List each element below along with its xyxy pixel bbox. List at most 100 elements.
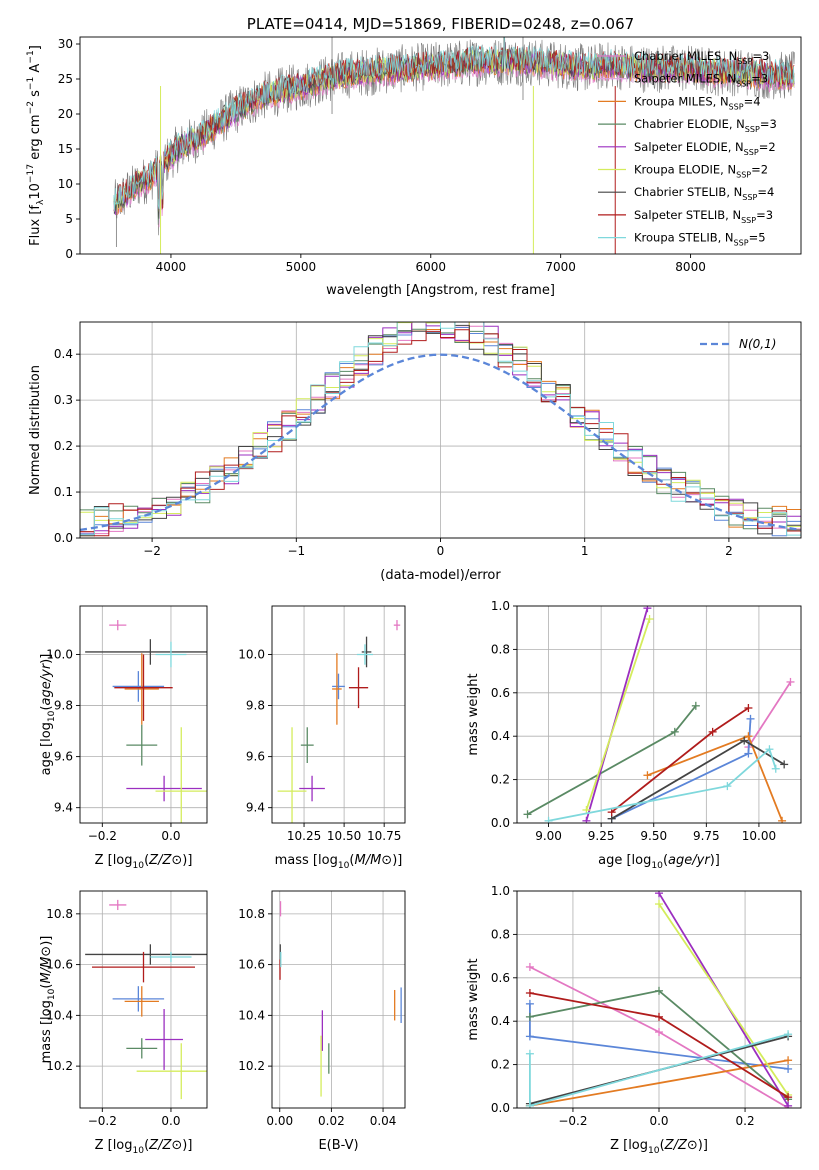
y-tick-label: 10: [58, 177, 73, 191]
y-tick-label: 0.1: [54, 485, 73, 499]
y-tick-label: 0.8: [491, 642, 510, 656]
mass-vs-ebv-axes: 0.00 0.02 0.04 10.2 10.4 10.6 10.8 E(B-V): [238, 890, 406, 1153]
axes-frame: [79, 605, 208, 824]
y-axis-label: Flux [fλ10−17 erg cm−2 s−1 A−1]: [26, 45, 46, 246]
x-axis-label: age [log10(age/yr)]: [598, 853, 720, 871]
axes-frame: [271, 890, 406, 1109]
x-axis-label: Z [log10(Z/Z⊙)]: [95, 1138, 193, 1156]
errorbar-point: [361, 636, 372, 668]
axes-frame: [516, 605, 802, 824]
errorbar-point: [155, 727, 207, 823]
legend-label: Kroupa ELODIE, NSSP=2: [634, 163, 768, 180]
y-tick-label: 0.0: [54, 531, 73, 545]
weight-series: [643, 732, 787, 823]
weight-series: [544, 745, 780, 823]
weight-line: [548, 747, 777, 822]
x-tick-label: 1: [581, 544, 589, 558]
gaussian-curve: [80, 353, 801, 532]
y-tick-label: 0.2: [491, 1058, 510, 1072]
y-tick-label: 10.4: [238, 1008, 265, 1022]
errorbar-point: [124, 653, 159, 725]
y-axis-label: Normed distribution: [28, 365, 43, 495]
x-tick-label: 9.25: [588, 829, 615, 843]
errorbar-point: [112, 671, 165, 702]
legend-label: Kroupa STELIB, NSSP=5: [634, 231, 766, 248]
residuals-plot-area: [80, 322, 801, 538]
y-tick-label: 9.8: [54, 699, 73, 713]
mass-weight-vs-age-plot-area: [523, 606, 795, 823]
weight-series: [607, 703, 753, 817]
legend-label: Chabrier MILES, NSSP=3: [634, 49, 769, 66]
age-vs-mass-plot-area: [277, 620, 401, 823]
x-tick-label: 9.50: [640, 829, 667, 843]
y-tick-label: 0.0: [491, 1101, 510, 1115]
mass-vs-Z-axes: −0.2 0.0 10.2 10.4 10.6 10.8 Z [log10(Z/Z⊙)] ma…: [39, 890, 208, 1156]
weight-series: [744, 677, 795, 752]
x-axis-label: mass [log10(M/M⊙)]: [275, 853, 403, 871]
legend-label: Chabrier STELIB, NSSP=4: [634, 185, 774, 202]
errorbar-point: [356, 644, 373, 665]
x-tick-label: 10.25: [287, 829, 321, 843]
y-tick-label: 0.0: [491, 816, 510, 830]
x-tick-label: −0.2: [88, 829, 117, 843]
y-tick-label: 10.6: [238, 958, 265, 972]
x-tick-label: 6000: [415, 260, 446, 274]
legend: N(0,1): [700, 337, 776, 351]
legend-label: Salpeter MILES, NSSP=3: [634, 72, 768, 89]
y-tick-label: 0.2: [54, 439, 73, 453]
x-tick-label: −1: [287, 544, 305, 558]
weight-line: [647, 735, 783, 822]
y-tick-label: 0.4: [54, 347, 73, 361]
y-tick-label: 9.8: [246, 699, 265, 713]
age-vs-Z-axes: −0.2 0.0 9.4 9.6 9.8 10.0 Z [log10(Z/Z⊙)] age […: [39, 605, 208, 871]
errorbar-point: [300, 727, 314, 764]
x-tick-label: 0.0: [161, 829, 180, 843]
errorbar-point: [124, 986, 159, 1017]
y-tick-label: 15: [58, 142, 73, 156]
x-axis-label: E(B-V): [318, 1138, 358, 1153]
legend-label: Salpeter ELODIE, NSSP=2: [634, 140, 776, 157]
x-tick-label: 10.75: [367, 829, 401, 843]
weight-line: [585, 607, 649, 822]
y-tick-label: 0.4: [491, 1014, 510, 1028]
legend-label: Chabrier ELODIE, NSSP=3: [634, 117, 777, 134]
weight-line: [747, 681, 792, 748]
x-tick-label: 5000: [286, 260, 317, 274]
y-tick-label: 0.6: [491, 686, 510, 700]
x-tick-label: 9.75: [693, 829, 720, 843]
x-tick-label: 4000: [156, 260, 187, 274]
mass-weight-vs-Z-axes: −0.2 0.0 0.2 0.0 0.2 0.4 0.6 0.8 1.0 Z [log10(Z/Z…: [466, 884, 802, 1156]
errorbar-point: [299, 775, 325, 802]
errorbar-point: [112, 986, 165, 1012]
errorbar-point: [150, 951, 192, 963]
y-tick-label: 0.2: [491, 773, 510, 787]
y-tick-label: 20: [58, 107, 73, 121]
x-tick-label: −0.2: [88, 1114, 117, 1128]
y-axis-label: mass weight: [466, 958, 481, 1040]
mass-vs-ebv-plot-area: [279, 901, 402, 1097]
weight-line: [611, 707, 749, 813]
y-axis-label: mass [log10(M/M⊙)]: [39, 936, 57, 1064]
y-tick-label: 10.8: [46, 907, 73, 921]
y-tick-label: 10.0: [46, 648, 73, 662]
x-tick-label: 9.00: [535, 829, 562, 843]
legend: Chabrier MILES, NSSP=3 Salpeter MILES, NS…: [598, 49, 777, 248]
errorbar-point: [332, 653, 342, 725]
mass-vs-Z-plot-area: [85, 899, 207, 1100]
y-tick-label: 30: [58, 37, 73, 51]
y-tick-label: 10.6: [46, 958, 73, 972]
y-tick-label: 10.0: [238, 648, 265, 662]
errorbar-point: [85, 639, 207, 665]
x-axis-label: Z [log10(Z/Z⊙)]: [95, 853, 193, 871]
weight-series: [523, 701, 700, 819]
x-tick-label: 8000: [675, 260, 706, 274]
x-axis-label: wavelength [Angstrom, rest frame]: [326, 283, 555, 298]
x-tick-label: 10.50: [327, 829, 361, 843]
residual-histogram: [80, 322, 801, 538]
weight-series: [525, 988, 793, 1102]
errorbar-point: [114, 654, 173, 721]
y-axis-label: mass weight: [466, 673, 481, 755]
y-tick-label: 0.4: [491, 729, 510, 743]
legend-label: N(0,1): [739, 337, 776, 351]
